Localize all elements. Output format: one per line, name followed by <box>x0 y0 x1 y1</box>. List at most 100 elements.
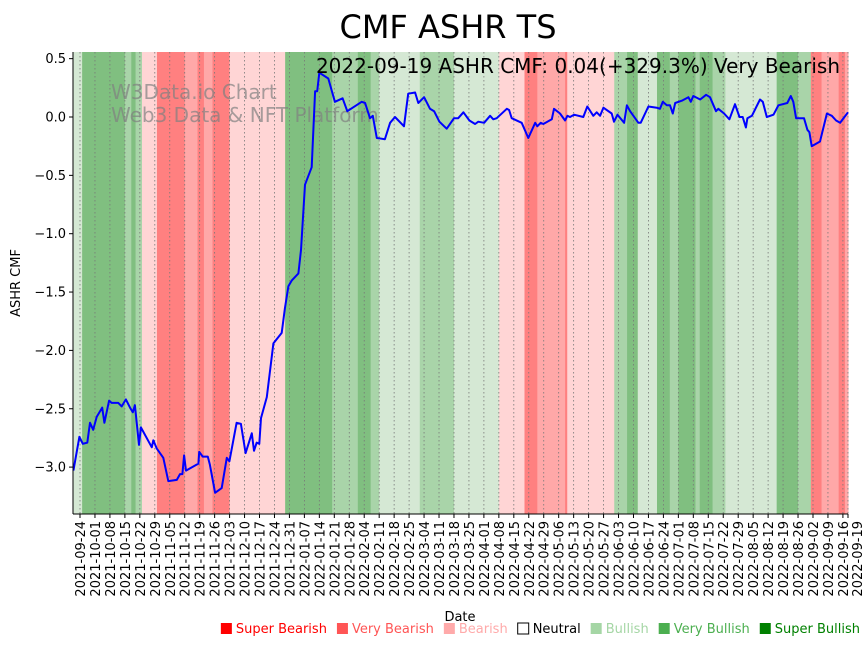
band-super-bearish <box>810 52 823 514</box>
band-bullish <box>637 52 658 514</box>
band-very-bearish <box>537 52 566 514</box>
y-tick-label: −3.0 <box>34 461 66 476</box>
band-very-bullish <box>699 52 714 514</box>
x-tick-label: 2022-04-22 <box>523 521 538 597</box>
legend-label: Bullish <box>606 622 649 637</box>
x-tick-label: 2022-04-08 <box>493 521 508 597</box>
x-tick-label: 2022-04-29 <box>538 521 553 597</box>
legend-label: Super Bullish <box>775 622 860 637</box>
x-tick-label: 2021-10-15 <box>119 521 134 597</box>
x-tick-label: 2022-01-07 <box>298 521 313 597</box>
band-super-bearish <box>197 52 205 514</box>
band-super-bearish <box>524 52 538 514</box>
x-tick-label: 2022-08-05 <box>747 521 762 597</box>
band-bullish-mid <box>695 52 701 514</box>
band-very-bullish <box>131 52 137 514</box>
band-bearish <box>141 52 158 514</box>
legend-label: Neutral <box>533 622 581 637</box>
x-tick-label: 2022-03-25 <box>463 521 478 597</box>
x-tick-label: 2021-12-17 <box>254 521 269 597</box>
y-tick-label: −0.5 <box>34 169 66 184</box>
x-tick-label: 2022-01-28 <box>343 521 358 597</box>
x-tick-label: 2022-02-25 <box>403 521 418 597</box>
x-tick-label: 2022-07-22 <box>717 521 732 597</box>
band-bearish <box>567 52 615 514</box>
x-tick-label: 2021-11-19 <box>194 521 209 597</box>
band-bearish <box>229 52 286 514</box>
x-tick-label: 2021-12-03 <box>224 521 239 597</box>
x-tick-label: 2022-02-04 <box>358 521 373 597</box>
band-very-bearish <box>821 52 840 514</box>
band-very-bullish <box>357 52 372 514</box>
x-tick-label: 2022-07-08 <box>687 521 702 597</box>
watermark-line-1: W3Data.io Chart <box>111 80 277 104</box>
x-tick-label: 2021-11-05 <box>164 521 179 597</box>
x-tick-label: 2022-06-17 <box>642 521 657 597</box>
band-bullish-mid <box>712 52 726 514</box>
band-bullish-mid <box>370 52 380 514</box>
sentiment-bands <box>73 52 849 514</box>
legend-swatch <box>336 623 348 634</box>
x-tick-label: 2022-06-03 <box>613 521 628 597</box>
legend-label: Super Bearish <box>236 622 327 637</box>
y-tick-label: 0.5 <box>45 52 66 67</box>
band-super-bearish <box>565 52 568 514</box>
x-tick-label: 2021-12-10 <box>239 521 254 597</box>
y-tick-label: −2.0 <box>34 344 66 359</box>
legend-item-super-bearish: Super Bearish <box>220 622 327 637</box>
x-tick-label: 2022-04-15 <box>508 521 523 597</box>
legend-label: Bearish <box>459 622 508 637</box>
watermark-line-2: Web3 Data & NFT Platform <box>111 103 379 127</box>
x-tick-label: 2022-09-09 <box>822 521 837 597</box>
x-tick-label: 2022-09-16 <box>837 521 852 597</box>
x-tick-label: 2022-07-01 <box>672 521 687 597</box>
chart-title: CMF ASHR TS <box>339 8 556 46</box>
x-tick-label: 2022-08-19 <box>777 521 792 597</box>
x-tick-label: 2022-04-01 <box>478 521 493 597</box>
x-tick-label: 2022-06-24 <box>657 521 672 597</box>
x-tick-label: 2022-03-04 <box>418 521 433 597</box>
x-tick-label: 2022-08-12 <box>762 521 777 597</box>
band-bullish <box>725 52 778 514</box>
x-tick-label: 2022-03-11 <box>433 521 448 597</box>
x-tick-label: 2022-06-10 <box>627 521 642 597</box>
band-bullish-mid <box>614 52 628 514</box>
legend-item-very-bullish: Very Bullish <box>658 622 750 637</box>
series-line-ashr-cmf <box>72 71 849 494</box>
x-tick-label: 2022-05-27 <box>598 521 613 597</box>
x-axis-label: Date <box>444 610 475 625</box>
band-very-bullish <box>678 52 696 514</box>
legend-label: Very Bullish <box>674 622 750 637</box>
legend-swatch <box>658 623 670 634</box>
x-tick-label: 2021-10-22 <box>134 521 149 597</box>
band-very-bullish <box>627 52 639 514</box>
x-tick-label: 2021-10-29 <box>149 521 164 597</box>
band-very-bullish <box>285 52 333 514</box>
legend-item-neutral: Neutral <box>517 622 581 637</box>
x-tick-label: 2022-08-26 <box>792 521 807 597</box>
x-tick-label: 2021-12-31 <box>283 521 298 597</box>
x-tick-label: 2021-12-24 <box>268 521 283 597</box>
band-bullish-mid <box>124 52 132 514</box>
band-very-bullish <box>82 52 126 514</box>
watermark: W3Data.io Chart Web3 Data & NFT Platform <box>111 80 379 127</box>
band-super-bearish <box>212 52 231 514</box>
x-tick-label: 2022-01-14 <box>313 521 328 597</box>
legend-swatch <box>443 623 455 634</box>
band-super-bearish <box>156 52 186 514</box>
x-tick-label: 2021-09-24 <box>74 521 89 597</box>
legend-label: Very Bearish <box>352 622 434 637</box>
legend-item-super-bullish: Super Bullish <box>759 622 860 637</box>
band-bullish <box>379 52 421 514</box>
band-very-bullish <box>656 52 671 514</box>
x-tick-label: 2022-05-06 <box>553 521 568 597</box>
x-tick-label: 2022-07-15 <box>702 521 717 597</box>
legend-item-very-bearish: Very Bearish <box>336 622 434 637</box>
x-tick-label: 2022-02-11 <box>373 521 388 597</box>
legend-swatch <box>590 623 602 634</box>
y-axis-label: ASHR CMF <box>9 249 24 317</box>
x-tick-label: 2021-10-08 <box>104 521 119 597</box>
band-bullish <box>453 52 500 514</box>
gridlines <box>79 52 849 514</box>
